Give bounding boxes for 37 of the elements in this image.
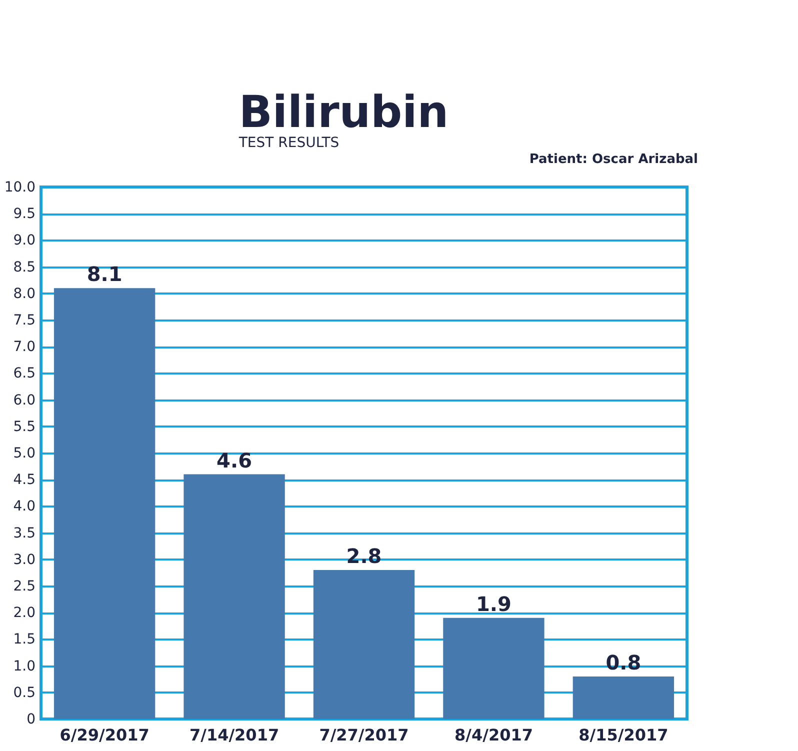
y-tick-label: 4.0 xyxy=(13,498,36,515)
y-tick-label: 8.5 xyxy=(13,259,36,276)
y-tick-label: 9.5 xyxy=(13,206,36,222)
y-tick-label: 7.5 xyxy=(13,312,36,328)
y-tick-label: 9.0 xyxy=(13,232,36,249)
chart-title: Bilirubin xyxy=(238,87,449,138)
y-tick-label: 7.0 xyxy=(13,339,36,356)
text: Patient: Oscar Arizabal xyxy=(529,152,698,167)
x-tick-label: 7/14/2017 xyxy=(189,726,280,744)
y-tick-label: 2.0 xyxy=(13,605,36,622)
y-tick-label: 5.0 xyxy=(13,446,36,462)
y-tick-label: 6.5 xyxy=(13,366,36,382)
bar xyxy=(443,618,544,719)
x-tick-label: 6/29/2017 xyxy=(60,726,150,744)
y-tick-label: 1.5 xyxy=(13,632,36,648)
x-tick-label: 8/15/2017 xyxy=(578,726,668,744)
data-label: 1.9 xyxy=(476,592,512,616)
x-tick-label: 8/4/2017 xyxy=(454,726,533,744)
data-label: 8.1 xyxy=(86,262,122,286)
y-tick-label: 10.0 xyxy=(4,180,36,196)
chart-subtitle: TEST RESULTS xyxy=(238,135,340,151)
bar xyxy=(54,288,156,719)
y-tick-label: 3.5 xyxy=(13,525,36,542)
y-tick-label: 0.5 xyxy=(13,684,36,701)
y-tick-label: 2.5 xyxy=(13,578,36,594)
bar xyxy=(572,676,674,719)
bar xyxy=(184,474,285,719)
y-tick-label: 3.0 xyxy=(13,552,36,568)
data-label: 4.6 xyxy=(216,448,252,472)
y-tick-label: 8.0 xyxy=(13,286,36,302)
y-tick-label: 0 xyxy=(26,712,36,728)
y-tick-label: 4.5 xyxy=(13,472,36,488)
y-tick-label: 6.0 xyxy=(13,392,36,408)
y-tick-label: 5.5 xyxy=(13,418,36,435)
y-tick-label: 1.0 xyxy=(13,658,36,674)
x-tick-label: 7/27/2017 xyxy=(319,726,409,744)
bar xyxy=(313,570,415,719)
